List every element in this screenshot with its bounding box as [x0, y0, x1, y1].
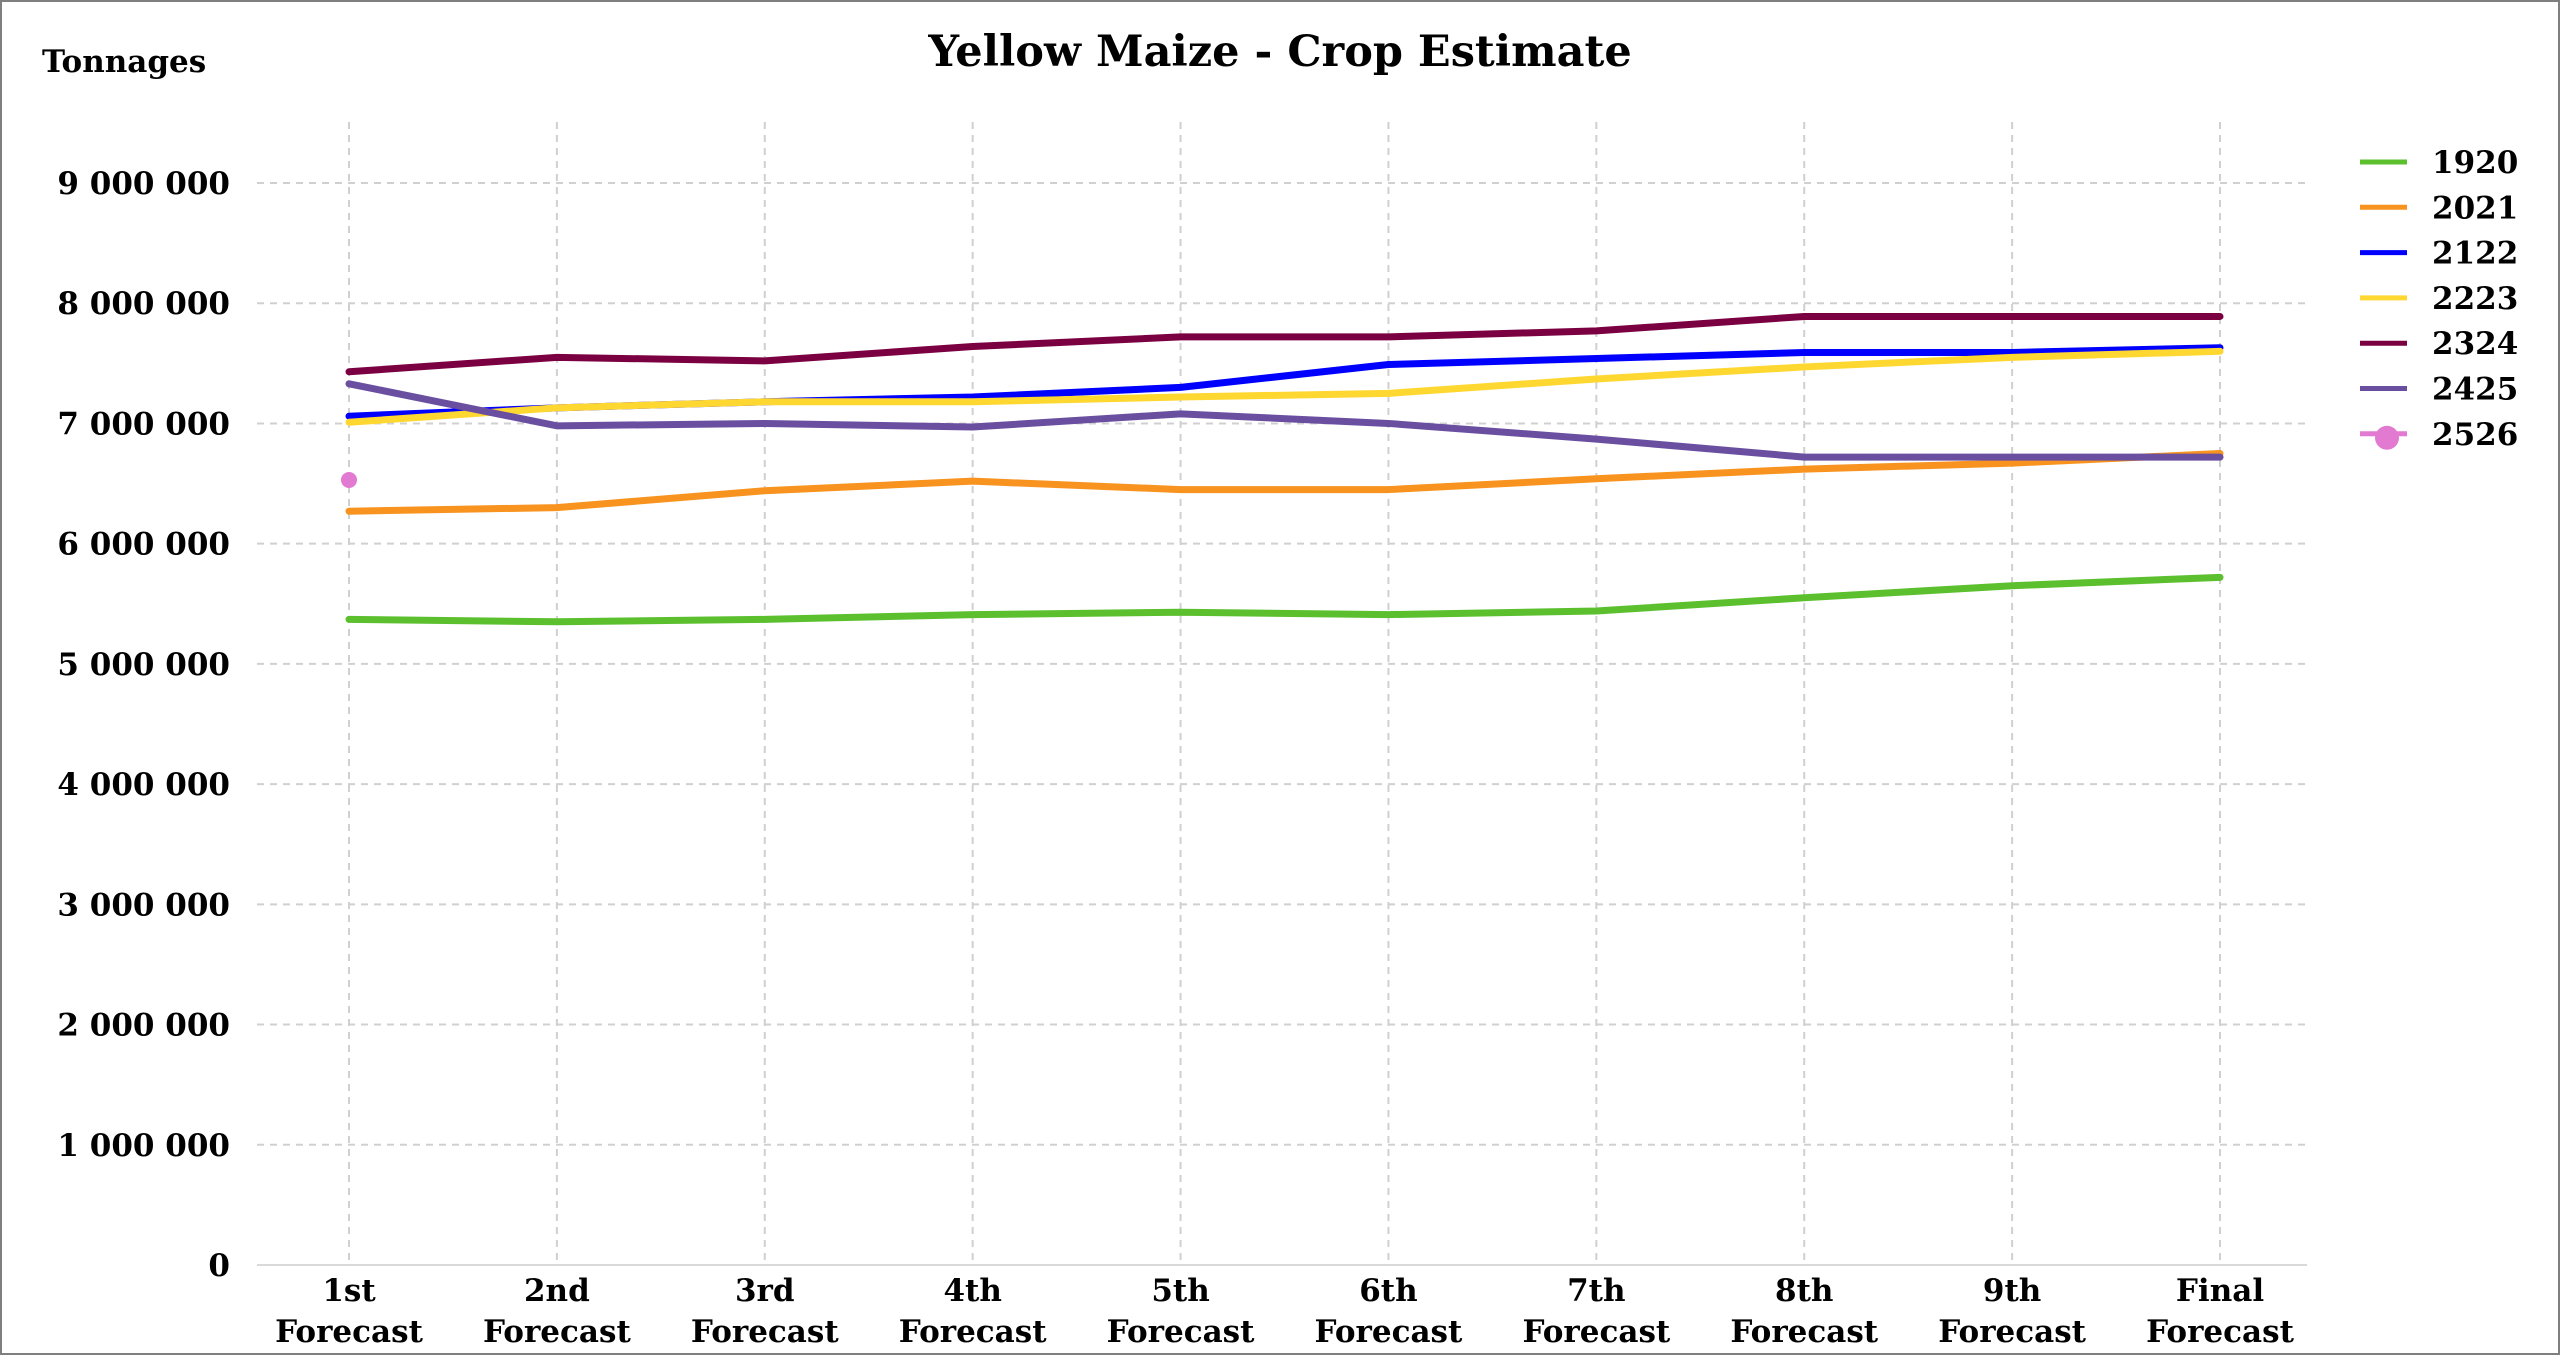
x-tick-label: 2nd Forecast: [483, 1273, 631, 1350]
y-axis-label: Tonnages: [42, 44, 206, 80]
y-tick-label: 0: [208, 1248, 230, 1284]
legend-label: 2324: [2432, 326, 2518, 362]
y-tick-label: 1 000 000: [57, 1128, 230, 1164]
series-line-2425: [345, 380, 2224, 461]
y-tick-label: 6 000 000: [57, 527, 230, 563]
legend-label: 2122: [2432, 236, 2518, 272]
y-axis-tick-labels: 0 1 000 000 2 000 000 3 000 000 4 000 000 5 0…: [57, 166, 230, 1284]
x-tick-label: 4th Forecast: [899, 1273, 1047, 1350]
legend-marker: [2375, 425, 2399, 450]
x-tick-label: 5th Forecast: [1107, 1273, 1255, 1350]
y-tick-label: 7 000 000: [57, 406, 230, 442]
x-tick-label: 6th Forecast: [1315, 1273, 1463, 1350]
series-line-2223: [345, 347, 2224, 426]
y-tick-label: 4 000 000: [57, 767, 230, 803]
series-point-2526: [341, 471, 357, 488]
y-tick-label: 5 000 000: [57, 647, 230, 683]
y-tick-label: 2 000 000: [57, 1008, 230, 1044]
legend-item-2324: 2324: [2360, 326, 2518, 362]
series-lines: [341, 312, 2224, 626]
series-line-1920: [345, 573, 2224, 626]
legend-item-2122: 2122: [2360, 236, 2518, 272]
legend-label: 1920: [2432, 145, 2518, 181]
legend-item-2425: 2425: [2360, 372, 2518, 408]
legend-item-2021: 2021: [2360, 190, 2518, 226]
legend-label: 2021: [2432, 190, 2518, 226]
series-line-2324: [345, 312, 2224, 376]
x-axis-tick-labels: 1st Forecast 2nd Forecast 3rd Forecast 4th Fore…: [275, 1273, 2294, 1350]
x-tick-label: 1st Forecast: [275, 1273, 423, 1350]
legend-item-2526: 2526: [2360, 417, 2518, 453]
x-tick-label: Final Forecast: [2146, 1273, 2294, 1350]
x-tick-label: 7th Forecast: [1522, 1273, 1670, 1350]
gridlines: [257, 122, 2307, 1266]
series-line-2021: [345, 450, 2224, 515]
legend-label: 2526: [2432, 417, 2518, 453]
x-tick-label: 3rd Forecast: [691, 1273, 839, 1350]
y-tick-label: 9 000 000: [57, 166, 230, 202]
y-tick-label: 8 000 000: [57, 286, 230, 322]
chart-title: Yellow Maize - Crop Estimate: [927, 27, 1631, 77]
y-tick-label: 3 000 000: [57, 887, 230, 923]
legend-item-2223: 2223: [2360, 281, 2518, 317]
legend-label: 2223: [2432, 281, 2518, 317]
legend-item-1920: 1920: [2360, 145, 2518, 181]
x-tick-label: 8th Forecast: [1730, 1273, 1878, 1350]
x-tick-label: 9th Forecast: [1938, 1273, 2086, 1350]
legend: 1920 2021 2122 2223 2324 2425 2526: [2360, 145, 2518, 453]
legend-label: 2425: [2432, 372, 2518, 408]
